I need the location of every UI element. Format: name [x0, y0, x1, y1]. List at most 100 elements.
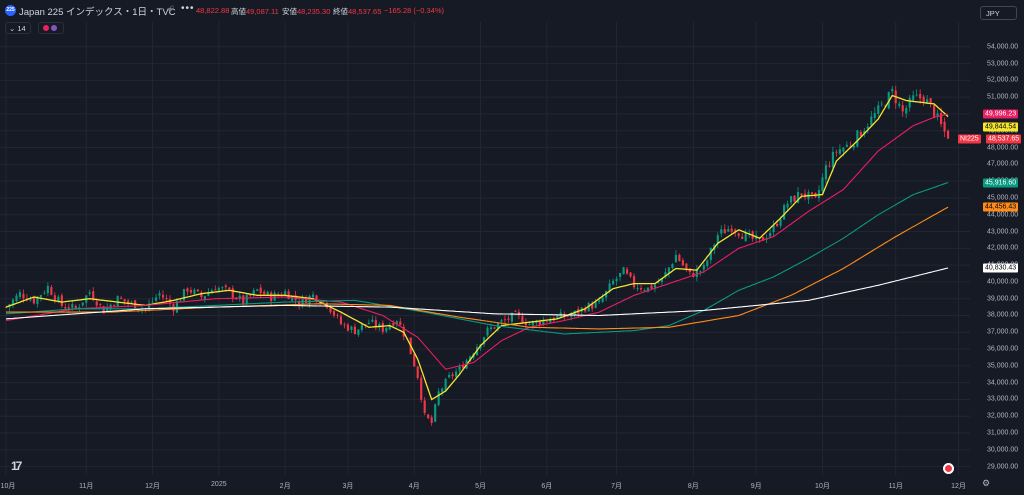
price-chart[interactable]	[0, 0, 970, 495]
symbol-title[interactable]: Japan 225 インデックス・1日・TVC	[19, 7, 176, 18]
candle-down	[507, 318, 510, 320]
indicator-icons[interactable]	[38, 22, 64, 34]
candle-up	[601, 297, 604, 302]
more-button[interactable]: •••	[181, 3, 195, 14]
candle-down	[392, 323, 395, 326]
record-icon[interactable]	[943, 463, 954, 474]
candle-up	[385, 327, 388, 332]
candle-down	[336, 314, 339, 316]
candle-down	[99, 304, 102, 305]
indicator-dot-icon	[43, 25, 49, 31]
candle-down	[776, 223, 779, 227]
price-label-teal: 45,916.60	[983, 178, 1019, 188]
candle-up	[699, 270, 702, 272]
price-tick-label: 51,000.00	[987, 93, 1019, 101]
candle-up	[154, 297, 158, 301]
candle-up	[744, 232, 747, 241]
candle-down	[430, 417, 433, 423]
candle-down	[22, 293, 25, 299]
candle-down	[762, 237, 765, 241]
candle-down	[943, 121, 946, 132]
candle-up	[908, 97, 911, 108]
candle-up	[151, 301, 154, 303]
tradingview-logo-icon[interactable]: 17	[11, 459, 22, 473]
candle-down	[277, 294, 280, 296]
symbol-price-label: NI225	[958, 134, 981, 144]
time-tick-label: 12月	[145, 483, 160, 490]
price-label-yellow: 49,844.54	[983, 122, 1019, 132]
candle-up	[594, 302, 597, 308]
candle-up	[158, 293, 161, 296]
candle-up	[371, 319, 374, 322]
gear-icon[interactable]: ⚙	[982, 478, 991, 488]
candle-up	[468, 356, 472, 362]
candle-up	[360, 324, 363, 331]
price-tick-label: 53,000.00	[987, 60, 1019, 68]
candle-down	[92, 291, 95, 301]
candle-down	[946, 130, 950, 139]
candle-up	[615, 278, 618, 282]
candle-down	[50, 287, 53, 295]
candle-up	[458, 366, 461, 371]
candle-up	[29, 299, 32, 301]
candle-down	[399, 321, 402, 325]
candle-up	[786, 203, 789, 208]
candle-up	[667, 267, 671, 274]
candle-down	[538, 321, 541, 325]
candle-down	[161, 294, 165, 298]
candle-down	[632, 276, 636, 288]
candle-up	[936, 113, 939, 117]
candle-down	[678, 254, 681, 261]
candle-down	[933, 105, 936, 117]
candle-down	[270, 292, 273, 302]
candle-down	[67, 307, 70, 310]
high-value: 高値49,087.11	[231, 7, 279, 16]
candle-down	[32, 297, 35, 304]
candle-down	[339, 316, 343, 325]
symbol-icon[interactable]: 225	[5, 5, 16, 16]
candle-up	[898, 103, 901, 106]
candle-up	[915, 94, 918, 96]
candle-up	[528, 324, 531, 326]
candle-down	[517, 312, 520, 316]
price-tick-label: 44,000.00	[987, 211, 1019, 219]
candle-down	[521, 316, 524, 324]
candle-down	[353, 326, 356, 335]
candle-up	[660, 278, 664, 282]
chart-header: 225 Japan 225 インデックス・1日・TVC ꗃ ••• 48,822…	[0, 0, 970, 22]
ma-pink-line	[5, 113, 949, 370]
candle-up	[448, 374, 451, 378]
candle-up	[221, 287, 224, 289]
candle-down	[381, 322, 384, 332]
indicators-toggle-button[interactable]: ⌄ 14	[5, 22, 31, 34]
candle-down	[737, 233, 740, 236]
candle-down	[123, 299, 126, 302]
candle-down	[214, 289, 217, 291]
candle-up	[842, 147, 845, 152]
candle-down	[374, 320, 377, 328]
ma-white-line	[5, 267, 949, 320]
candle-down	[263, 291, 266, 295]
candle-up	[388, 324, 391, 330]
currency-button[interactable]: JPY	[980, 6, 1017, 20]
time-tick-label: 8月	[687, 483, 699, 490]
candle-down	[53, 295, 56, 301]
candle-down	[919, 93, 922, 99]
candle-up	[877, 105, 880, 114]
price-tick-label: 30,000.00	[987, 446, 1019, 454]
candle-up	[11, 299, 15, 305]
price-tick-label: 48,000.00	[987, 144, 1019, 152]
candle-down	[196, 289, 199, 292]
price-axis[interactable]: 29,000.00 30,000.00 31,000.00 32,000.00 33,0…	[958, 22, 1024, 477]
time-tick-label: 4月	[408, 483, 420, 490]
candle-up	[284, 291, 287, 295]
candle-down	[741, 236, 744, 239]
fx-icon[interactable]: ꗃ	[167, 4, 175, 14]
candle-up	[880, 103, 883, 105]
candle-up	[657, 282, 660, 284]
time-axis[interactable]: 10月 11月 12月 2025 2月 3月 4月 5月 6月 7月 8月 9月 10月 11月 12月	[0, 475, 970, 495]
candle-up	[653, 284, 657, 288]
candle-down	[734, 229, 737, 233]
time-tick-label: 10月	[815, 483, 830, 490]
candle-up	[455, 371, 458, 377]
